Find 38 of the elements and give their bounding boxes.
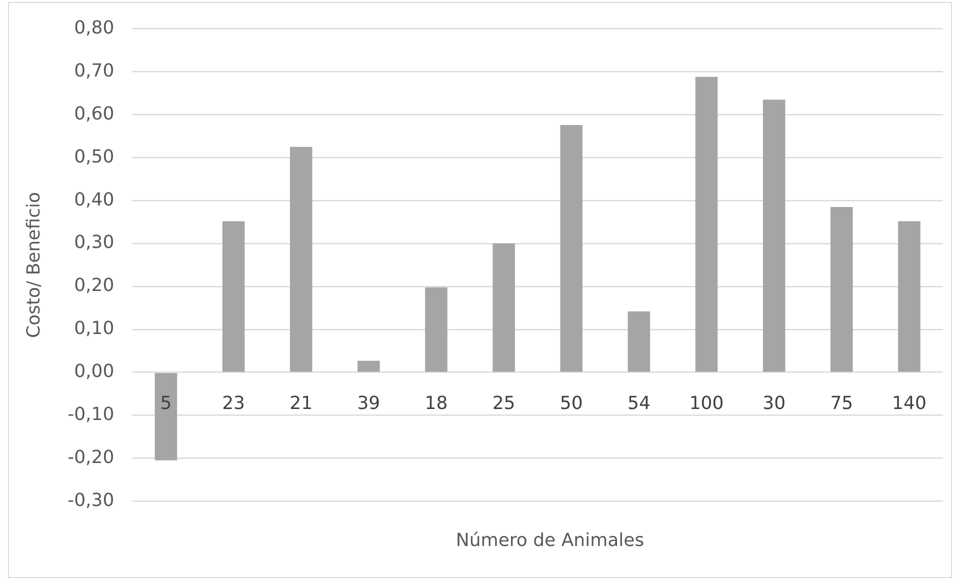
y-tick-label: 0,60: [74, 103, 114, 124]
x-tick-label: 54: [627, 393, 650, 414]
x-tick-label: 140: [892, 393, 926, 414]
bar: [560, 125, 583, 372]
bar: [830, 207, 853, 372]
x-tick-label: 100: [689, 393, 724, 414]
y-tick-label: 0,10: [74, 318, 114, 340]
y-tick-label: 0,70: [74, 60, 114, 82]
y-tick-label: -0,10: [68, 404, 114, 425]
bar: [290, 146, 312, 372]
x-tick-label: 30: [762, 393, 786, 414]
bar: [425, 287, 448, 372]
y-tick-label: -0,20: [68, 446, 114, 468]
y-tick-label: 0,40: [74, 189, 114, 210]
y-tick-label: -0,30: [68, 490, 114, 511]
bar: [222, 221, 245, 372]
x-tick-label: 5: [160, 393, 172, 414]
y-tick-label: 0,00: [74, 361, 114, 382]
bar: [154, 373, 178, 460]
y-tick-label: 0,50: [74, 146, 114, 168]
y-tick-label: 0,20: [74, 275, 114, 296]
x-tick-label: 39: [357, 393, 380, 414]
x-tick-label: 18: [424, 393, 448, 414]
x-tick-label: 21: [290, 393, 313, 414]
bar: [358, 360, 380, 372]
x-tick-label: 50: [560, 393, 583, 414]
bar: [628, 311, 650, 372]
x-tick-label: 75: [830, 393, 854, 414]
y-tick-label: 0,80: [74, 17, 114, 38]
bar: [762, 100, 786, 372]
x-axis-title: Número de Animales: [454, 530, 646, 551]
bar: [695, 76, 718, 372]
bar: [492, 244, 515, 372]
bar: [898, 221, 920, 372]
y-tick-label: 0,30: [74, 232, 114, 254]
y-axis-title: Costo/ Beneficio: [23, 192, 44, 338]
x-tick-label: 25: [492, 393, 516, 414]
x-tick-label: 23: [222, 393, 245, 414]
